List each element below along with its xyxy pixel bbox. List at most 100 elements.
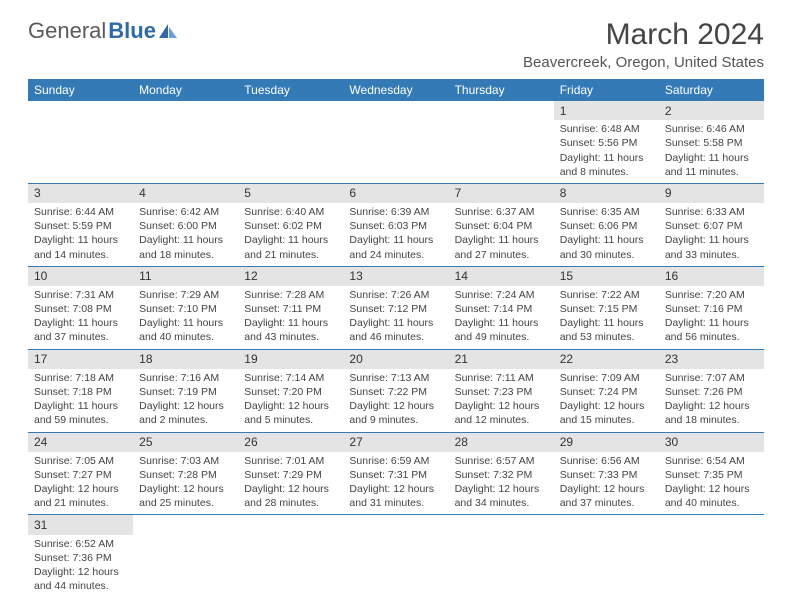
day-cell: 16Sunrise: 7:20 AMSunset: 7:16 PMDayligh… xyxy=(659,267,764,349)
day-body: Sunrise: 6:54 AMSunset: 7:35 PMDaylight:… xyxy=(659,452,764,515)
day-body xyxy=(554,535,659,541)
weekday-header: Monday xyxy=(133,79,238,101)
sunset-text: Sunset: 7:15 PM xyxy=(560,302,653,316)
day-body xyxy=(238,120,343,126)
day-cell: 22Sunrise: 7:09 AMSunset: 7:24 PMDayligh… xyxy=(554,350,659,432)
sunset-text: Sunset: 7:10 PM xyxy=(139,302,232,316)
sunset-text: Sunset: 5:59 PM xyxy=(34,219,127,233)
day-number xyxy=(28,101,133,120)
day-body: Sunrise: 7:28 AMSunset: 7:11 PMDaylight:… xyxy=(238,286,343,349)
day-body: Sunrise: 7:01 AMSunset: 7:29 PMDaylight:… xyxy=(238,452,343,515)
daylight-text: Daylight: 12 hours and 28 minutes. xyxy=(244,482,337,510)
day-number xyxy=(133,101,238,120)
day-number: 3 xyxy=(28,184,133,203)
day-number: 14 xyxy=(449,267,554,286)
sail-icon xyxy=(159,18,177,44)
daylight-text: Daylight: 11 hours and 30 minutes. xyxy=(560,233,653,261)
sunrise-text: Sunrise: 6:37 AM xyxy=(455,205,548,219)
day-body xyxy=(449,535,554,541)
day-cell: 19Sunrise: 7:14 AMSunset: 7:20 PMDayligh… xyxy=(238,350,343,432)
daylight-text: Daylight: 11 hours and 24 minutes. xyxy=(349,233,442,261)
day-number: 23 xyxy=(659,350,764,369)
sunset-text: Sunset: 5:56 PM xyxy=(560,136,653,150)
week-row: 31Sunrise: 6:52 AMSunset: 7:36 PMDayligh… xyxy=(28,515,764,597)
day-body xyxy=(238,535,343,541)
day-number: 5 xyxy=(238,184,343,203)
daylight-text: Daylight: 12 hours and 25 minutes. xyxy=(139,482,232,510)
sunrise-text: Sunrise: 7:18 AM xyxy=(34,371,127,385)
sunset-text: Sunset: 7:08 PM xyxy=(34,302,127,316)
day-number: 12 xyxy=(238,267,343,286)
day-cell: 5Sunrise: 6:40 AMSunset: 6:02 PMDaylight… xyxy=(238,184,343,266)
day-body: Sunrise: 7:18 AMSunset: 7:18 PMDaylight:… xyxy=(28,369,133,432)
sunset-text: Sunset: 7:32 PM xyxy=(455,468,548,482)
day-cell: 6Sunrise: 6:39 AMSunset: 6:03 PMDaylight… xyxy=(343,184,448,266)
day-number xyxy=(449,101,554,120)
weeks-container: 1Sunrise: 6:48 AMSunset: 5:56 PMDaylight… xyxy=(28,101,764,597)
daylight-text: Daylight: 11 hours and 59 minutes. xyxy=(34,399,127,427)
location: Beavercreek, Oregon, United States xyxy=(523,54,764,71)
week-row: 10Sunrise: 7:31 AMSunset: 7:08 PMDayligh… xyxy=(28,267,764,350)
header: General Blue March 2024 Beavercreek, Ore… xyxy=(28,18,764,71)
sunset-text: Sunset: 7:18 PM xyxy=(34,385,127,399)
day-cell: 10Sunrise: 7:31 AMSunset: 7:08 PMDayligh… xyxy=(28,267,133,349)
daylight-text: Daylight: 11 hours and 40 minutes. xyxy=(139,316,232,344)
day-body xyxy=(133,120,238,126)
daylight-text: Daylight: 11 hours and 56 minutes. xyxy=(665,316,758,344)
day-body: Sunrise: 6:52 AMSunset: 7:36 PMDaylight:… xyxy=(28,535,133,598)
daylight-text: Daylight: 12 hours and 18 minutes. xyxy=(665,399,758,427)
day-cell: 7 Sunrise: 6:37 AMSunset: 6:04 PMDaylight… xyxy=(449,184,554,266)
sunrise-text: Sunrise: 7:11 AM xyxy=(455,371,548,385)
day-body: Sunrise: 7:20 AMSunset: 7:16 PMDaylight:… xyxy=(659,286,764,349)
sunset-text: Sunset: 6:06 PM xyxy=(560,219,653,233)
day-cell: 12Sunrise: 7:28 AMSunset: 7:11 PMDayligh… xyxy=(238,267,343,349)
sunrise-text: Sunrise: 7:16 AM xyxy=(139,371,232,385)
day-body: Sunrise: 7:22 AMSunset: 7:15 PMDaylight:… xyxy=(554,286,659,349)
daylight-text: Daylight: 12 hours and 12 minutes. xyxy=(455,399,548,427)
daylight-text: Daylight: 11 hours and 27 minutes. xyxy=(455,233,548,261)
sunrise-text: Sunrise: 7:14 AM xyxy=(244,371,337,385)
sunrise-text: Sunrise: 6:42 AM xyxy=(139,205,232,219)
sunrise-text: Sunrise: 6:52 AM xyxy=(34,537,127,551)
sunset-text: Sunset: 7:16 PM xyxy=(665,302,758,316)
sunset-text: Sunset: 6:07 PM xyxy=(665,219,758,233)
day-cell: 11Sunrise: 7:29 AMSunset: 7:10 PMDayligh… xyxy=(133,267,238,349)
sunrise-text: Sunrise: 7:29 AM xyxy=(139,288,232,302)
sunset-text: Sunset: 6:04 PM xyxy=(455,219,548,233)
daylight-text: Daylight: 12 hours and 31 minutes. xyxy=(349,482,442,510)
daylight-text: Daylight: 12 hours and 21 minutes. xyxy=(34,482,127,510)
day-body xyxy=(28,120,133,126)
sunset-text: Sunset: 7:19 PM xyxy=(139,385,232,399)
sunset-text: Sunset: 7:28 PM xyxy=(139,468,232,482)
day-cell: 29Sunrise: 6:56 AMSunset: 7:33 PMDayligh… xyxy=(554,433,659,515)
daylight-text: Daylight: 12 hours and 5 minutes. xyxy=(244,399,337,427)
daylight-text: Daylight: 11 hours and 37 minutes. xyxy=(34,316,127,344)
day-number: 2 xyxy=(659,101,764,120)
day-body: Sunrise: 7:05 AMSunset: 7:27 PMDaylight:… xyxy=(28,452,133,515)
day-number: 30 xyxy=(659,433,764,452)
sunrise-text: Sunrise: 7:31 AM xyxy=(34,288,127,302)
day-body xyxy=(343,535,448,541)
day-body: Sunrise: 6:46 AMSunset: 5:58 PMDaylight:… xyxy=(659,120,764,183)
sunrise-text: Sunrise: 6:33 AM xyxy=(665,205,758,219)
day-cell: 25Sunrise: 7:03 AMSunset: 7:28 PMDayligh… xyxy=(133,433,238,515)
day-body xyxy=(343,120,448,126)
day-number xyxy=(238,101,343,120)
day-cell: 31Sunrise: 6:52 AMSunset: 7:36 PMDayligh… xyxy=(28,515,133,597)
sunset-text: Sunset: 5:58 PM xyxy=(665,136,758,150)
logo: General Blue xyxy=(28,18,177,44)
week-row: 24Sunrise: 7:05 AMSunset: 7:27 PMDayligh… xyxy=(28,433,764,516)
day-cell: 17Sunrise: 7:18 AMSunset: 7:18 PMDayligh… xyxy=(28,350,133,432)
sunset-text: Sunset: 7:31 PM xyxy=(349,468,442,482)
day-number: 7 xyxy=(449,184,554,203)
day-body: Sunrise: 6:48 AMSunset: 5:56 PMDaylight:… xyxy=(554,120,659,183)
day-number: 26 xyxy=(238,433,343,452)
day-body: Sunrise: 7:31 AMSunset: 7:08 PMDaylight:… xyxy=(28,286,133,349)
day-body: Sunrise: 6:59 AMSunset: 7:31 PMDaylight:… xyxy=(343,452,448,515)
day-number xyxy=(659,515,764,534)
sunset-text: Sunset: 7:20 PM xyxy=(244,385,337,399)
sunrise-text: Sunrise: 7:03 AM xyxy=(139,454,232,468)
sunset-text: Sunset: 7:35 PM xyxy=(665,468,758,482)
day-cell: 3Sunrise: 6:44 AMSunset: 5:59 PMDaylight… xyxy=(28,184,133,266)
sunset-text: Sunset: 6:03 PM xyxy=(349,219,442,233)
